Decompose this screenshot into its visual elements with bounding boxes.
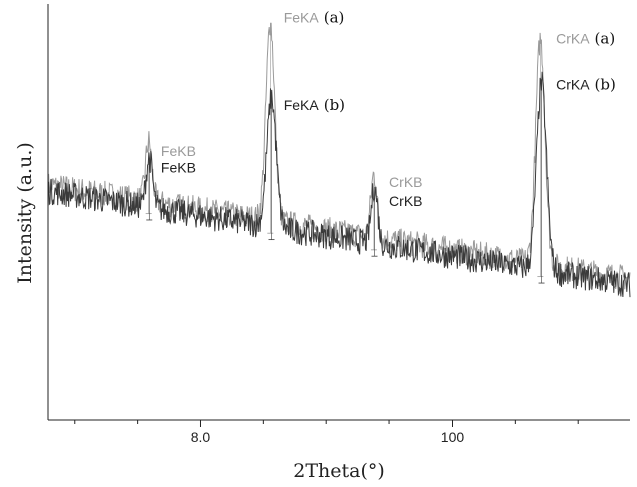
x-tick-label: 8.0 xyxy=(191,429,211,445)
peak-label-crkb: CrKB xyxy=(389,193,422,209)
y-axis-title: Intensity (a.u.) xyxy=(14,142,36,284)
peak-label-crka: CrKA (a) xyxy=(556,30,615,48)
peak-label-feka: FeKA (b) xyxy=(284,96,345,114)
peak-label-crka: CrKA (b) xyxy=(556,75,616,93)
peak-label-feka: FeKA (a) xyxy=(284,9,345,27)
series-a-line xyxy=(47,22,631,292)
x-axis-title: 2Theta(°) xyxy=(293,460,385,482)
peak-label-tag: (a) xyxy=(595,30,616,48)
peak-label-name: CrKB xyxy=(389,174,422,190)
plot-area xyxy=(47,22,631,298)
peak-label-name: CrKB xyxy=(389,193,422,209)
series-b-line xyxy=(47,71,631,298)
peak-label-crkb: CrKB xyxy=(389,174,422,190)
peak-label-fekb: FeKB xyxy=(161,143,196,159)
peak-label-name: FeKA xyxy=(284,97,320,113)
peak-label-name: FeKB xyxy=(161,143,196,159)
peak-label-tag: (b) xyxy=(324,96,345,114)
peak-label-tag: (b) xyxy=(595,75,616,93)
peak-label-name: FeKB xyxy=(161,159,196,175)
peak-label-name: CrKA xyxy=(556,31,590,47)
peak-label-name: CrKA xyxy=(556,76,590,92)
x-ticks: 8.0 100 xyxy=(74,420,579,445)
peak-label-tag: (a) xyxy=(324,9,345,27)
peak-label-fekb: FeKB xyxy=(161,159,196,175)
peak-label-name: FeKA xyxy=(284,10,320,26)
x-tick-label: 100 xyxy=(441,429,465,445)
